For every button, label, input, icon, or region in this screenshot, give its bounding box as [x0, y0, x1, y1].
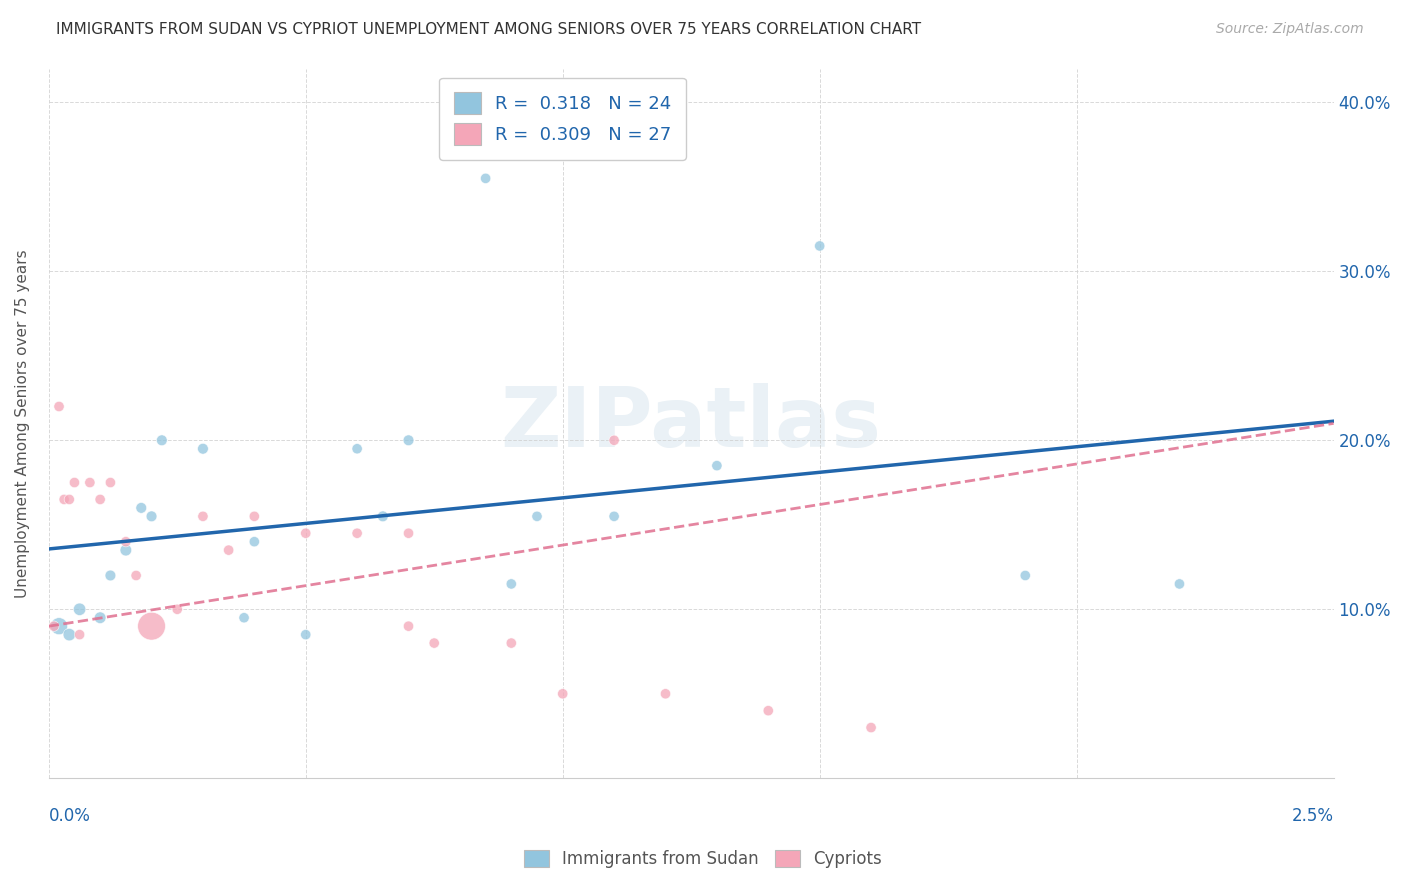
Point: [1014, 568, 1036, 582]
Point: [808, 239, 831, 253]
Text: ZIPatlas: ZIPatlas: [501, 383, 882, 464]
Point: [191, 442, 214, 456]
Point: [79, 475, 101, 490]
Point: [191, 509, 214, 524]
Point: [218, 543, 240, 558]
Point: [89, 492, 111, 507]
Point: [706, 458, 728, 473]
Point: [69, 627, 91, 641]
Point: [141, 509, 163, 524]
Point: [141, 619, 163, 633]
Point: [100, 568, 122, 582]
Point: [58, 627, 80, 641]
Point: [398, 619, 420, 633]
Point: [501, 577, 523, 591]
Point: [654, 687, 676, 701]
Point: [603, 509, 626, 524]
Point: [243, 509, 266, 524]
Y-axis label: Unemployment Among Seniors over 75 years: Unemployment Among Seniors over 75 years: [15, 249, 30, 598]
Point: [53, 492, 76, 507]
Legend: Immigrants from Sudan, Cypriots: Immigrants from Sudan, Cypriots: [517, 843, 889, 875]
Text: 2.5%: 2.5%: [1292, 807, 1334, 825]
Point: [100, 475, 122, 490]
Point: [166, 602, 188, 616]
Point: [48, 619, 70, 633]
Point: [294, 526, 316, 541]
Point: [125, 568, 148, 582]
Text: IMMIGRANTS FROM SUDAN VS CYPRIOT UNEMPLOYMENT AMONG SENIORS OVER 75 YEARS CORREL: IMMIGRANTS FROM SUDAN VS CYPRIOT UNEMPLO…: [56, 22, 921, 37]
Point: [63, 475, 86, 490]
Point: [756, 704, 779, 718]
Point: [551, 687, 574, 701]
Point: [294, 627, 316, 641]
Point: [129, 500, 152, 515]
Point: [398, 526, 420, 541]
Point: [526, 509, 548, 524]
Point: [69, 602, 91, 616]
Point: [1168, 577, 1191, 591]
Point: [346, 526, 368, 541]
Text: Source: ZipAtlas.com: Source: ZipAtlas.com: [1216, 22, 1364, 37]
Point: [371, 509, 394, 524]
Point: [48, 400, 70, 414]
Legend: R =  0.318   N = 24, R =  0.309   N = 27: R = 0.318 N = 24, R = 0.309 N = 27: [439, 78, 686, 160]
Point: [501, 636, 523, 650]
Point: [398, 434, 420, 448]
Point: [42, 619, 65, 633]
Point: [603, 434, 626, 448]
Point: [58, 492, 80, 507]
Point: [860, 721, 883, 735]
Point: [233, 611, 256, 625]
Text: 0.0%: 0.0%: [49, 807, 90, 825]
Point: [89, 611, 111, 625]
Point: [243, 534, 266, 549]
Point: [115, 543, 138, 558]
Point: [115, 534, 138, 549]
Point: [150, 434, 173, 448]
Point: [423, 636, 446, 650]
Point: [474, 171, 496, 186]
Point: [346, 442, 368, 456]
